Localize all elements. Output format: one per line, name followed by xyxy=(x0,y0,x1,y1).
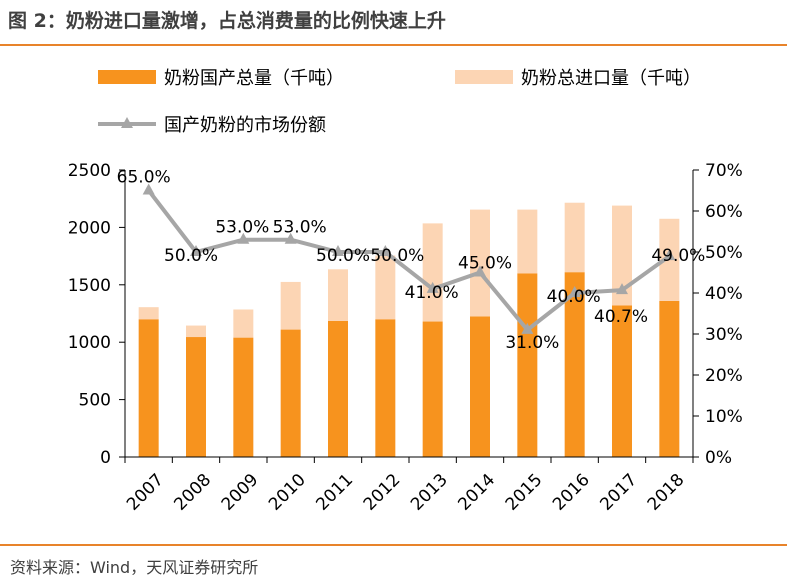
bar-domestic-2012 xyxy=(375,319,396,457)
bar-domestic-2010 xyxy=(280,329,301,457)
bar-imports-2012 xyxy=(375,255,396,320)
marker-share-2011 xyxy=(332,245,344,256)
bar-domestic-2009 xyxy=(233,337,254,457)
marker-share-2012 xyxy=(379,245,392,256)
marker-share-2008 xyxy=(190,245,202,256)
x-tick-label-2016: 2016 xyxy=(549,470,594,515)
marker-share-2014 xyxy=(474,265,486,277)
bar-imports-2013 xyxy=(422,223,443,322)
data-label-share-2008: 50.0% xyxy=(164,246,218,266)
marker-share-2010 xyxy=(284,232,297,244)
marker-share-2018 xyxy=(663,249,676,261)
y-left-tick-label: 1500 xyxy=(68,276,111,296)
marker-share-2009 xyxy=(237,232,250,244)
marker-share-2017 xyxy=(616,283,628,295)
legend-label-share: 国产奶粉的市场份额 xyxy=(164,115,326,136)
bar-imports-2014 xyxy=(470,209,490,317)
bar-imports-2009 xyxy=(233,309,254,338)
y-right-tick-label: 20% xyxy=(705,366,743,386)
data-label-share-2007: 65.0% xyxy=(117,168,171,188)
data-label-share-2012: 50.0% xyxy=(370,246,424,266)
x-tick-label-2010: 2010 xyxy=(265,470,310,515)
marker-share-2015 xyxy=(521,322,534,334)
source-note: 资料来源：Wind，天风证券研究所 xyxy=(10,558,259,577)
legend-label-domestic: 奶粉国产总量（千吨） xyxy=(164,68,344,89)
bar-domestic-2017 xyxy=(612,305,632,457)
bar-imports-2008 xyxy=(186,325,206,338)
data-label-share-2013: 41.0% xyxy=(405,283,459,303)
y-left-tick-label: 2000 xyxy=(68,218,111,238)
bar-domestic-2018 xyxy=(659,300,680,457)
y-left-tick-label: 500 xyxy=(79,391,111,411)
marker-share-2016 xyxy=(568,286,581,297)
y-right-tick-label: 50% xyxy=(705,243,743,263)
x-tick-label-2011: 2011 xyxy=(312,470,357,515)
bar-imports-2011 xyxy=(328,269,348,321)
marker-share-2013 xyxy=(426,281,439,293)
x-tick-label-2012: 2012 xyxy=(360,470,405,515)
x-tick-label-2008: 2008 xyxy=(170,470,215,515)
bar-domestic-2008 xyxy=(186,337,206,457)
bar-domestic-2015 xyxy=(517,273,538,457)
x-tick-label-2009: 2009 xyxy=(218,470,263,515)
bar-imports-2010 xyxy=(280,281,301,330)
x-tick-label-2017: 2017 xyxy=(596,470,641,515)
data-label-share-2011: 50.0% xyxy=(316,246,370,266)
data-label-share-2009: 53.0% xyxy=(215,218,269,238)
legend: 奶粉国产总量（千吨） 奶粉总进口量（千吨） 国产奶粉的市场份额 xyxy=(98,68,701,136)
bar-imports-2017 xyxy=(612,205,632,306)
plot-area: 0 500 1000 1500 2000 2500 0% 10% 20% 30% 40% 50% 60%… xyxy=(68,161,743,515)
x-tick-label-2018: 2018 xyxy=(644,470,689,515)
y-right-tick-label: 40% xyxy=(705,284,743,304)
data-label-share-2016: 40.0% xyxy=(547,287,601,307)
data-label-share-2010: 53.0% xyxy=(273,218,327,238)
data-label-share-2014: 45.0% xyxy=(458,254,512,274)
legend-marker-share xyxy=(121,117,133,128)
x-tick-label-2007: 2007 xyxy=(123,470,168,515)
bar-domestic-2011 xyxy=(328,320,348,457)
legend-swatch-domestic xyxy=(98,70,156,84)
marker-share-2007 xyxy=(142,183,155,195)
title-rule xyxy=(0,44,787,46)
y-left-tick-label: 0 xyxy=(100,448,111,468)
source-rule xyxy=(0,544,787,546)
data-label-share-2018: 49.0% xyxy=(651,246,705,266)
legend-swatch-imports xyxy=(455,70,513,84)
bar-imports-2007 xyxy=(138,307,159,320)
data-label-share-2017: 40.7% xyxy=(594,307,648,327)
x-tick-label-2014: 2014 xyxy=(454,470,499,515)
bar-domestic-2013 xyxy=(422,321,443,457)
combo-chart: 奶粉国产总量（千吨） 奶粉总进口量（千吨） 国产奶粉的市场份额 0 500 1000… xyxy=(68,68,743,515)
y-left-tick-label: 1000 xyxy=(68,333,111,353)
bar-domestic-2007 xyxy=(138,319,159,457)
y-left-tick-label: 2500 xyxy=(68,161,111,181)
y-right-tick-label: 0% xyxy=(705,448,732,468)
x-tick-label-2013: 2013 xyxy=(407,470,452,515)
legend-label-imports: 奶粉总进口量（千吨） xyxy=(521,68,701,89)
y-right-tick-label: 10% xyxy=(705,407,743,427)
y-right-tick-label: 70% xyxy=(705,161,743,181)
x-tick-label-2015: 2015 xyxy=(502,470,547,515)
bar-imports-2016 xyxy=(564,202,585,273)
figure-title: 图 2：奶粉进口量激增，占总消费量的比例快速上升 xyxy=(8,10,446,32)
bar-domestic-2014 xyxy=(470,316,490,457)
bar-imports-2015 xyxy=(517,209,538,274)
data-label-share-2015: 31.0% xyxy=(505,333,559,353)
line-share xyxy=(147,189,671,332)
y-right-tick-label: 30% xyxy=(705,325,743,345)
bar-domestic-2016 xyxy=(564,272,585,457)
y-right-tick-label: 60% xyxy=(705,202,743,222)
